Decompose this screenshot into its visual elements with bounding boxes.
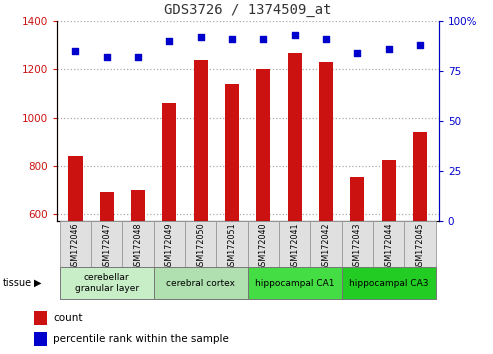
Title: GDS3726 / 1374509_at: GDS3726 / 1374509_at: [164, 4, 331, 17]
Text: tissue: tissue: [2, 278, 32, 288]
Point: [197, 34, 205, 40]
Bar: [311, 221, 342, 267]
Bar: [413, 132, 427, 221]
Point: [166, 38, 174, 44]
Text: GSM172044: GSM172044: [384, 223, 393, 271]
Point: [71, 48, 79, 54]
Bar: [34, 312, 47, 325]
Point: [259, 36, 267, 42]
Bar: [351, 177, 364, 221]
Text: GSM172042: GSM172042: [321, 223, 330, 271]
Text: GSM172043: GSM172043: [353, 223, 362, 271]
Text: ▶: ▶: [34, 278, 41, 288]
Bar: [69, 156, 82, 221]
Bar: [319, 62, 333, 221]
Text: hippocampal CA1: hippocampal CA1: [255, 279, 334, 288]
Point: [228, 36, 236, 42]
Point: [134, 55, 142, 60]
Bar: [287, 52, 302, 221]
Bar: [404, 221, 436, 267]
Bar: [248, 221, 279, 267]
Bar: [154, 267, 248, 299]
Bar: [60, 221, 91, 267]
Bar: [131, 190, 145, 221]
Bar: [373, 221, 404, 267]
Bar: [382, 160, 396, 221]
Text: GSM172045: GSM172045: [416, 223, 424, 271]
Text: GSM172050: GSM172050: [196, 223, 205, 271]
Text: GSM172049: GSM172049: [165, 223, 174, 271]
Bar: [154, 221, 185, 267]
Text: GSM172051: GSM172051: [228, 223, 237, 271]
Text: GSM172046: GSM172046: [71, 223, 80, 271]
Bar: [342, 267, 436, 299]
Bar: [256, 69, 271, 221]
Bar: [162, 103, 176, 221]
Text: cerebellar
granular layer: cerebellar granular layer: [75, 274, 139, 293]
Bar: [194, 60, 208, 221]
Bar: [122, 221, 154, 267]
Text: GSM172040: GSM172040: [259, 223, 268, 271]
Bar: [279, 221, 311, 267]
Bar: [342, 221, 373, 267]
Text: GSM172048: GSM172048: [134, 223, 142, 271]
Point: [322, 36, 330, 42]
Bar: [248, 267, 342, 299]
Bar: [34, 332, 47, 346]
Bar: [91, 221, 122, 267]
Text: cerebral cortex: cerebral cortex: [166, 279, 235, 288]
Bar: [100, 192, 114, 221]
Bar: [60, 267, 154, 299]
Bar: [185, 221, 216, 267]
Bar: [216, 221, 248, 267]
Text: hippocampal CA3: hippocampal CA3: [349, 279, 428, 288]
Point: [416, 42, 424, 48]
Text: GSM172041: GSM172041: [290, 223, 299, 271]
Point: [291, 33, 299, 38]
Bar: [225, 84, 239, 221]
Text: GSM172047: GSM172047: [103, 223, 111, 271]
Point: [353, 50, 361, 56]
Text: count: count: [54, 313, 83, 323]
Point: [385, 46, 392, 52]
Point: [103, 55, 111, 60]
Text: percentile rank within the sample: percentile rank within the sample: [54, 334, 229, 344]
